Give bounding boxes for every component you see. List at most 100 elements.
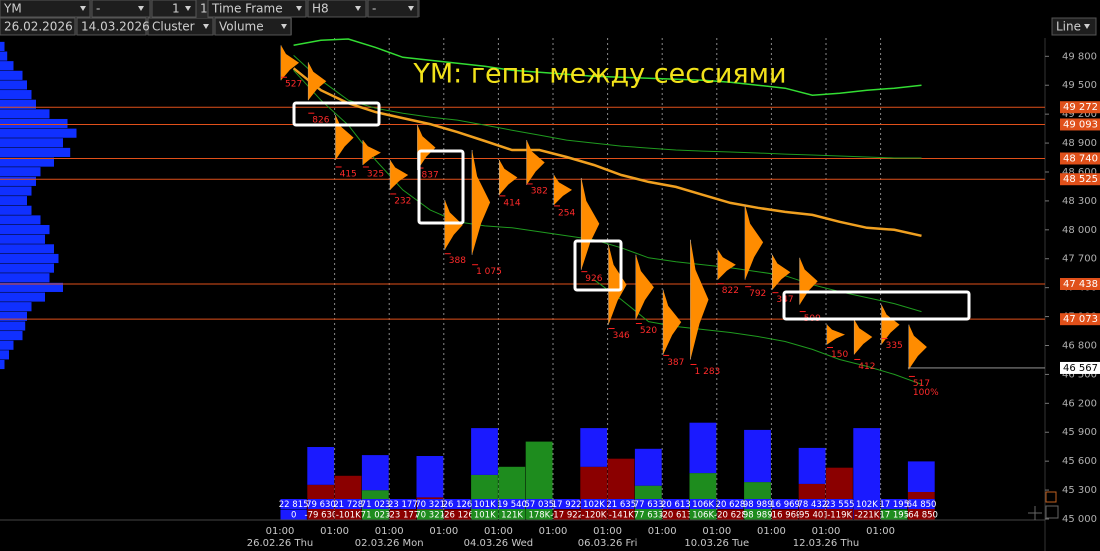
delta-cell bbox=[744, 509, 771, 520]
volume-cell bbox=[362, 499, 389, 509]
x-date-label: 04.03.26 Wed bbox=[464, 538, 534, 549]
volume-cell bbox=[280, 499, 307, 509]
arrow[interactable] bbox=[203, 24, 209, 29]
volume-label: 101K bbox=[474, 500, 496, 510]
arrow[interactable] bbox=[408, 6, 414, 11]
delta-cell bbox=[608, 509, 635, 520]
field[interactable] bbox=[91, 0, 151, 18]
level-tag bbox=[1060, 118, 1100, 131]
volume-label: 79 630 bbox=[306, 500, 336, 510]
arrow[interactable] bbox=[1084, 24, 1090, 29]
delta-cell bbox=[908, 509, 935, 520]
arrow[interactable] bbox=[355, 6, 361, 11]
arrow[interactable] bbox=[296, 6, 302, 11]
arrow[interactable] bbox=[185, 6, 191, 11]
level-label: 48 525 bbox=[1063, 174, 1098, 185]
poc-label: 388 bbox=[449, 256, 466, 266]
cluster-profile bbox=[690, 239, 709, 360]
arrow[interactable] bbox=[138, 6, 144, 11]
y-tick-label: 45 000 bbox=[1062, 514, 1097, 525]
profile-bar bbox=[0, 138, 63, 148]
icon[interactable] bbox=[1045, 505, 1059, 519]
profile-bar bbox=[0, 253, 59, 264]
delta-label: -23 177 bbox=[386, 511, 419, 521]
x-date-label: 02.03.26 Mon bbox=[355, 538, 424, 549]
profile-bar bbox=[0, 128, 77, 138]
cluster-profile bbox=[772, 254, 791, 290]
volume-label: 102K bbox=[583, 500, 605, 510]
arrow[interactable] bbox=[281, 24, 287, 29]
field[interactable] bbox=[367, 0, 419, 18]
volume-label: 17 195 bbox=[879, 500, 909, 510]
profile-bar bbox=[0, 118, 68, 129]
volume-label: 70 321 bbox=[415, 500, 445, 510]
volume-label: 57 035 bbox=[524, 500, 554, 510]
chart-type-field[interactable] bbox=[147, 17, 214, 36]
poc-label: 254 bbox=[558, 208, 575, 218]
profile-bar bbox=[0, 331, 23, 341]
dropdown-arrows bbox=[80, 6, 1090, 29]
histogram-bar bbox=[689, 422, 717, 474]
cluster-profile bbox=[499, 160, 518, 195]
y-tick-label: 45 900 bbox=[1062, 427, 1097, 438]
profile-bar bbox=[0, 292, 45, 302]
y-tick-label: 49 500 bbox=[1062, 80, 1097, 91]
x-date-label: 06.03.26 Fri bbox=[578, 538, 638, 549]
level-tag bbox=[1060, 152, 1100, 165]
arrow[interactable] bbox=[80, 6, 86, 11]
level-label: 49 272 bbox=[1063, 102, 1098, 113]
delta-label: -120K bbox=[582, 511, 607, 521]
delta-label: -141K bbox=[609, 511, 634, 521]
cluster-profile bbox=[854, 319, 873, 355]
volume-label: 64 850 bbox=[907, 500, 937, 510]
poc-label: 232 bbox=[394, 196, 411, 206]
view-field[interactable] bbox=[1051, 17, 1097, 36]
timeframe-field[interactable] bbox=[207, 0, 307, 18]
cluster-profile bbox=[608, 244, 627, 325]
cluster-profile bbox=[827, 324, 845, 345]
profile-bar bbox=[0, 234, 45, 244]
icon[interactable] bbox=[1045, 491, 1057, 503]
date-field[interactable] bbox=[0, 17, 76, 36]
period-field[interactable] bbox=[307, 0, 367, 18]
x-tick-label: 01:00 bbox=[866, 526, 895, 537]
profile-bar bbox=[0, 282, 63, 292]
profile-bar bbox=[0, 359, 5, 370]
delta-label: -64 850 bbox=[905, 511, 938, 521]
delta-label: 71 023 bbox=[361, 511, 391, 521]
cluster-profile bbox=[908, 324, 927, 370]
symbol-field[interactable] bbox=[0, 0, 91, 18]
delta-cell bbox=[444, 509, 471, 520]
x-tick-label: 01:00 bbox=[429, 526, 458, 537]
profile-bar bbox=[0, 311, 27, 321]
volume-label: 17 922 bbox=[552, 500, 582, 510]
final-label: 100% bbox=[913, 388, 939, 398]
date-field[interactable] bbox=[76, 17, 147, 36]
profile-bar bbox=[0, 205, 32, 215]
histogram-bar bbox=[798, 447, 826, 484]
volume-cell bbox=[526, 499, 553, 509]
x-date-label: 12.03.26 Thu bbox=[793, 538, 860, 549]
delta-label: 106K bbox=[692, 511, 714, 521]
poc-label: 826 bbox=[312, 116, 329, 126]
profile-bar bbox=[0, 70, 23, 80]
volume-label: 102K bbox=[856, 500, 878, 510]
profile-bar bbox=[0, 167, 41, 177]
delta-cell bbox=[362, 509, 389, 520]
icon[interactable] bbox=[1028, 506, 1042, 520]
last-price-label: 46 567 bbox=[1063, 363, 1098, 374]
delta-label: 77 633 bbox=[634, 511, 664, 521]
delta-cell bbox=[826, 509, 853, 520]
cluster-profile bbox=[717, 249, 736, 280]
count-field[interactable] bbox=[151, 0, 197, 18]
profile-bar bbox=[0, 186, 32, 196]
volume-cell bbox=[498, 499, 526, 509]
date-from: 26.02.2026 bbox=[4, 20, 73, 34]
volume-label: 19 540 bbox=[497, 500, 527, 510]
poc-label: 382 bbox=[531, 186, 548, 196]
profile-bar bbox=[0, 61, 14, 71]
mode-field[interactable] bbox=[214, 17, 292, 36]
histogram-bar bbox=[471, 428, 498, 475]
volume-label: 21 635 bbox=[606, 500, 636, 510]
